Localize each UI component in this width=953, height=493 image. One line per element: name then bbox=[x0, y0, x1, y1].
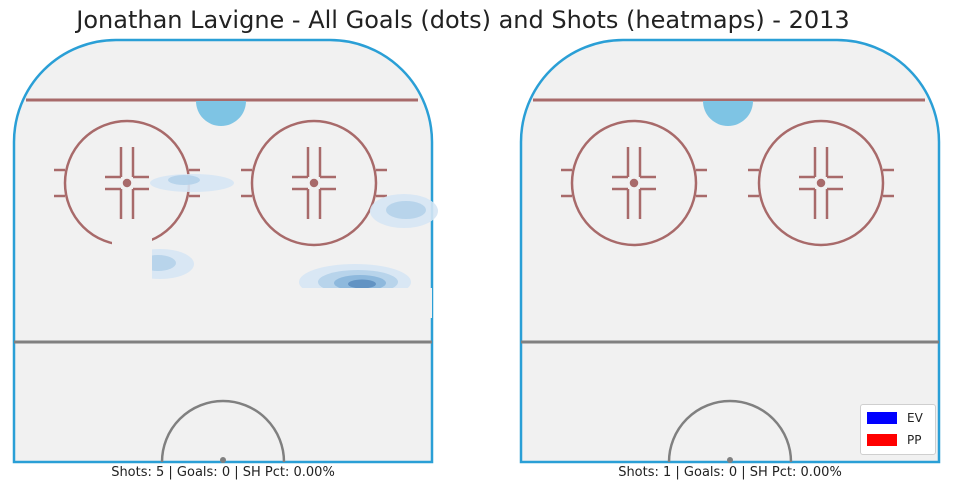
goal-crease bbox=[703, 101, 753, 126]
legend-label-ev: EV bbox=[907, 411, 923, 425]
rink-surface bbox=[12, 38, 434, 464]
center-dot bbox=[727, 457, 733, 463]
legend: EV PP bbox=[860, 404, 936, 455]
heatmap-clip-mask bbox=[132, 288, 432, 318]
rink-boards bbox=[519, 38, 941, 464]
legend-item-ev: EV bbox=[867, 411, 923, 425]
legend-swatch-pp bbox=[867, 434, 897, 446]
legend-label-pp: PP bbox=[907, 433, 922, 447]
panel-left-caption: Shots: 5 | Goals: 0 | SH Pct: 0.00% bbox=[111, 465, 335, 480]
faceoff-circle-right bbox=[241, 119, 387, 247]
faceoff-circle-left bbox=[561, 119, 707, 247]
heatmap-contour bbox=[386, 201, 426, 219]
rink-boards bbox=[12, 38, 434, 464]
rink-surface bbox=[519, 38, 941, 464]
chart-title: Jonathan Lavigne - All Goals (dots) and … bbox=[76, 6, 850, 34]
center-circle bbox=[667, 399, 793, 463]
heatmap-contour bbox=[168, 175, 200, 185]
rink-right bbox=[519, 38, 941, 464]
faceoff-circle-right bbox=[748, 119, 894, 247]
panel-right-caption: Shots: 1 | Goals: 0 | SH Pct: 0.00% bbox=[618, 465, 842, 480]
heatmap-clip-mask bbox=[112, 238, 152, 298]
heatmap-contour bbox=[348, 279, 376, 289]
center-circle bbox=[160, 399, 286, 463]
legend-item-pp: PP bbox=[867, 433, 921, 447]
goal-crease bbox=[196, 101, 246, 126]
shot-heatmap bbox=[112, 174, 438, 318]
center-dot bbox=[220, 457, 226, 463]
legend-swatch-ev bbox=[867, 412, 897, 424]
rink-left bbox=[12, 38, 438, 464]
